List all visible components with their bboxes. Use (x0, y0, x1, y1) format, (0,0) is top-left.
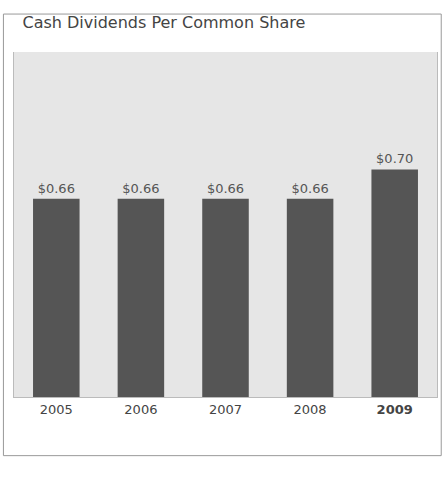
svg-text:2007: 2007 (209, 402, 242, 417)
svg-text:2009: 2009 (377, 402, 413, 417)
svg-text:$0.66: $0.66 (122, 181, 159, 196)
svg-text:2006: 2006 (124, 402, 157, 417)
svg-text:$0.66: $0.66 (291, 181, 328, 196)
svg-text:2005: 2005 (40, 402, 73, 417)
svg-text:2008: 2008 (294, 402, 327, 417)
svg-text:Cash Dividends Per Common Shar: Cash Dividends Per Common Share (22, 13, 305, 32)
svg-text:$0.66: $0.66 (38, 181, 75, 196)
svg-text:$0.66: $0.66 (207, 181, 244, 196)
svg-text:$0.70: $0.70 (376, 151, 413, 166)
